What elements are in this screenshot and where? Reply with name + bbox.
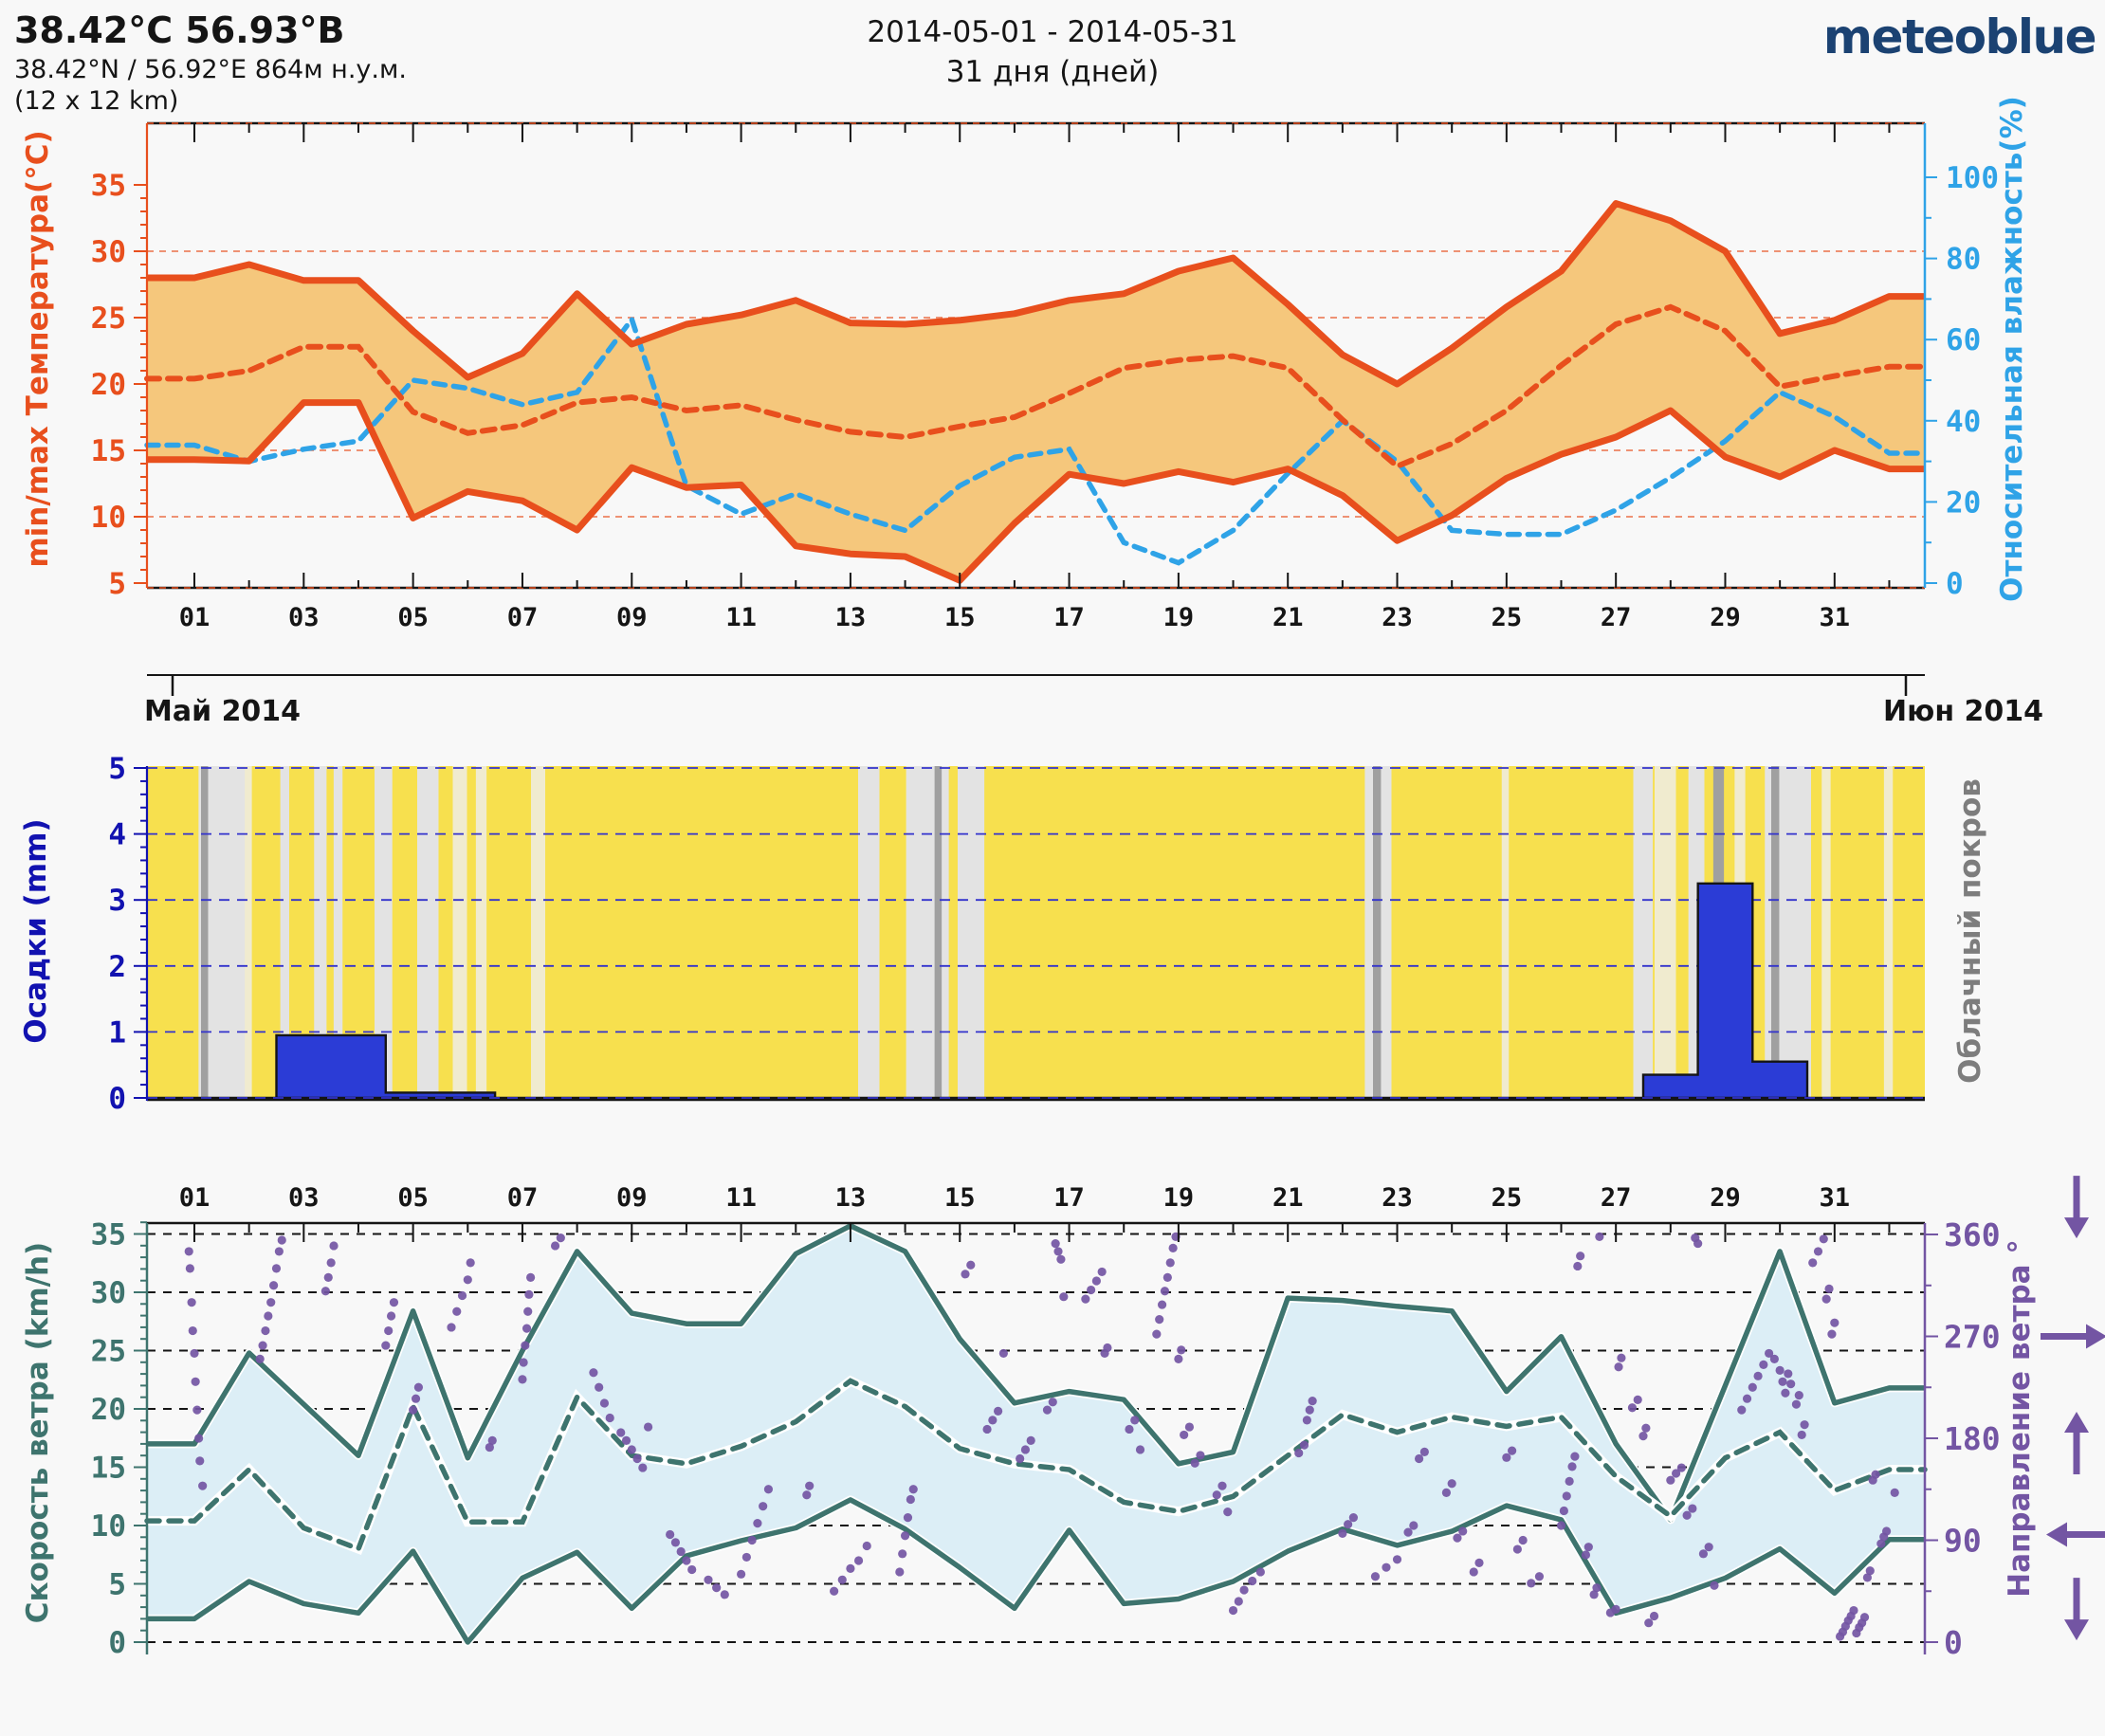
svg-text:5: 5 [108, 567, 126, 601]
month-label-right: Июн 2014 [1883, 695, 2043, 728]
svg-text:09: 09 [616, 603, 648, 632]
svg-text:5: 5 [108, 752, 126, 786]
svg-text:25: 25 [1492, 1183, 1523, 1213]
svg-text:25: 25 [91, 302, 126, 336]
svg-text:35: 35 [91, 169, 126, 203]
svg-text:09: 09 [616, 1183, 648, 1213]
header-center: 2014-05-01 - 2014-05-31 31 дня (дней) [0, 15, 2105, 89]
svg-text:10: 10 [91, 501, 126, 535]
grid-resolution-label: (12 x 12 km) [14, 86, 179, 116]
coordinates-label: 38.42°N / 56.92°E 864м н.у.м. [14, 55, 407, 84]
svg-text:2: 2 [108, 950, 126, 984]
svg-text:3: 3 [108, 884, 126, 918]
svg-text:180: 180 [1944, 1420, 2001, 1457]
svg-text:03: 03 [288, 603, 320, 632]
svg-text:1: 1 [108, 1015, 126, 1050]
svg-text:07: 07 [507, 1183, 539, 1213]
svg-text:17: 17 [1053, 1183, 1085, 1213]
svg-text:0: 0 [108, 1082, 126, 1116]
svg-text:10: 10 [91, 1509, 126, 1544]
svg-text:90: 90 [1944, 1523, 1982, 1560]
svg-text:15: 15 [944, 603, 976, 632]
svg-text:270: 270 [1944, 1319, 2001, 1356]
precipitation-cloud-chart: 0 1 2 3 4 5 [108, 752, 1925, 1116]
svg-text:19: 19 [1163, 1183, 1195, 1213]
svg-text:29: 29 [1710, 1183, 1741, 1213]
svg-text:35: 35 [91, 1218, 126, 1252]
svg-text:0: 0 [1944, 1624, 1963, 1661]
svg-text:4: 4 [108, 818, 126, 852]
temperature-humidity-chart: 01 03 05 07 09 11 13 15 17 19 21 23 25 27 29 31 5 10 15 20 2… [91, 121, 1999, 696]
svg-text:20: 20 [91, 368, 126, 402]
svg-text:13: 13 [835, 603, 867, 632]
svg-text:31: 31 [1820, 1183, 1851, 1213]
svg-text:5: 5 [108, 1568, 126, 1602]
svg-text:23: 23 [1382, 1183, 1413, 1213]
svg-text:05: 05 [397, 603, 429, 632]
svg-text:15: 15 [944, 1183, 976, 1213]
svg-text:05: 05 [397, 1183, 429, 1213]
svg-text:17: 17 [1053, 603, 1085, 632]
svg-text:29: 29 [1710, 603, 1741, 632]
svg-text:0: 0 [1946, 567, 1964, 601]
svg-text:11: 11 [725, 1183, 757, 1213]
month-label-left: Май 2014 [144, 695, 302, 728]
svg-text:15: 15 [91, 1452, 126, 1486]
meteoblue-logo: meteoblue [1822, 9, 2097, 64]
svg-text:01: 01 [179, 1183, 210, 1213]
wind-chart: 01 03 05 07 09 11 13 15 17 19 21 23 25 27 29 3105101520… [91, 1176, 2105, 1661]
svg-text:03: 03 [288, 1183, 320, 1213]
svg-text:21: 21 [1272, 603, 1304, 632]
header-left: 38.42°C 56.93°В 38.42°N / 56.92°E 864м н… [14, 9, 407, 116]
svg-text:21: 21 [1272, 1183, 1304, 1213]
svg-text:13: 13 [835, 1183, 867, 1213]
svg-text:0: 0 [108, 1626, 126, 1660]
svg-text:40: 40 [1946, 405, 1981, 439]
svg-text:60: 60 [1946, 323, 1981, 357]
svg-text:30: 30 [91, 235, 126, 269]
svg-text:27: 27 [1601, 603, 1632, 632]
svg-text:23: 23 [1382, 603, 1413, 632]
svg-text:30: 30 [91, 1276, 126, 1310]
svg-text:27: 27 [1601, 1183, 1632, 1213]
svg-text:11: 11 [725, 603, 757, 632]
svg-text:20: 20 [1946, 485, 1981, 520]
svg-text:15: 15 [91, 434, 126, 468]
svg-text:25: 25 [91, 1335, 126, 1369]
svg-text:360: 360 [1944, 1216, 2001, 1253]
date-range-label: 2014-05-01 - 2014-05-31 [867, 15, 1238, 49]
svg-text:19: 19 [1163, 603, 1195, 632]
svg-text:31: 31 [1820, 603, 1851, 632]
page-title: 38.42°C 56.93°В [14, 9, 345, 51]
days-count-label: 31 дня (дней) [945, 55, 1160, 89]
svg-text:20: 20 [91, 1393, 126, 1427]
svg-text:01: 01 [179, 603, 210, 632]
svg-text:25: 25 [1492, 603, 1523, 632]
svg-text:80: 80 [1946, 243, 1981, 277]
svg-text:07: 07 [507, 603, 539, 632]
svg-text:100: 100 [1946, 161, 1999, 195]
